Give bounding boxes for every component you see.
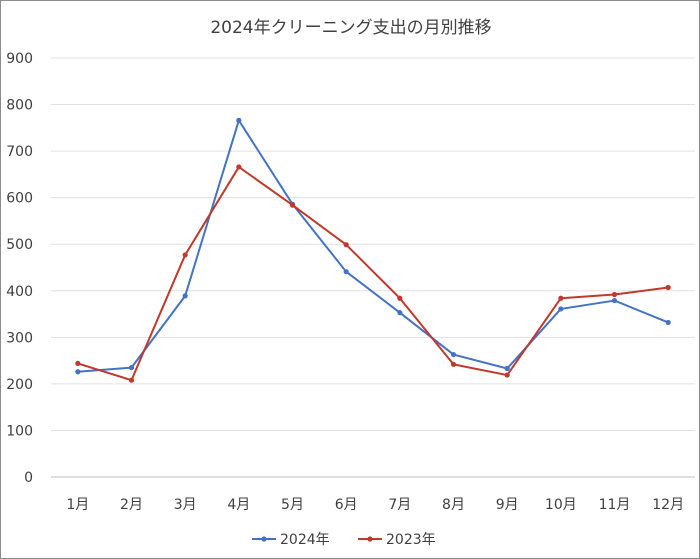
legend: 2024年 2023年: [252, 532, 436, 548]
x-tick-label: 7月: [388, 497, 411, 513]
data-point: [611, 297, 618, 304]
data-point: [397, 295, 403, 301]
legend-label: 2023年: [386, 532, 436, 548]
data-point: [182, 293, 188, 299]
y-tick-label: 500: [6, 237, 33, 253]
x-tick-label: 12月: [652, 497, 684, 513]
y-tick-label: 200: [6, 377, 33, 393]
series-2: [75, 164, 671, 383]
data-point: [504, 365, 510, 372]
data-point: [236, 117, 242, 123]
y-axis-ticks: 0 100 200 300 400 500 600 700 800 900: [6, 51, 33, 486]
data-point: [665, 319, 671, 326]
y-tick-label: 0: [24, 470, 33, 486]
y-tick-label: 800: [6, 98, 33, 114]
x-tick-label: 6月: [335, 497, 358, 513]
data-point: [75, 360, 81, 367]
y-tick-label: 900: [6, 51, 33, 67]
y-tick-label: 400: [6, 284, 33, 300]
data-point: [665, 284, 671, 291]
legend-item: 2023年: [358, 532, 436, 548]
legend-marker-icon: [367, 536, 373, 542]
chart-title: 2024年クリーニング支出の月別推移: [210, 18, 491, 38]
x-tick-label: 2月: [120, 497, 143, 513]
y-tick-label: 700: [6, 144, 33, 160]
gridlines: [51, 57, 695, 478]
x-tick-label: 3月: [174, 497, 197, 513]
y-tick-label: 300: [6, 330, 33, 346]
x-tick-label: 5月: [281, 497, 304, 513]
x-tick-label: 10月: [545, 497, 577, 513]
series-1: [75, 117, 671, 375]
series-lines: [75, 117, 671, 383]
x-tick-label: 1月: [66, 497, 89, 513]
data-point: [75, 369, 81, 375]
data-point: [128, 364, 135, 371]
x-tick-label: 11月: [599, 497, 631, 513]
data-point: [343, 242, 349, 248]
data-point: [182, 252, 188, 258]
data-point: [236, 164, 242, 170]
data-point: [504, 372, 510, 378]
x-tick-label: 9月: [496, 497, 519, 513]
data-point: [611, 291, 618, 298]
data-point: [558, 295, 564, 301]
y-tick-label: 600: [6, 191, 33, 207]
data-point: [450, 351, 457, 358]
x-tick-label: 4月: [227, 497, 250, 513]
y-tick-label: 100: [6, 423, 33, 439]
data-point: [450, 361, 457, 367]
series-line: [77, 119, 669, 373]
data-point: [289, 202, 296, 208]
legend-item: 2024年: [252, 532, 330, 548]
series-line: [77, 165, 669, 382]
data-point: [397, 310, 403, 316]
data-point: [128, 377, 135, 383]
x-axis-ticks: 1月 2月 3月 4月 5月 6月 7月 8月 9月 10月 11月 12月: [66, 497, 684, 513]
x-tick-label: 8月: [442, 497, 465, 513]
legend-marker-icon: [261, 536, 267, 542]
data-point: [558, 306, 564, 312]
legend-label: 2024年: [280, 532, 330, 548]
data-point: [343, 269, 349, 275]
